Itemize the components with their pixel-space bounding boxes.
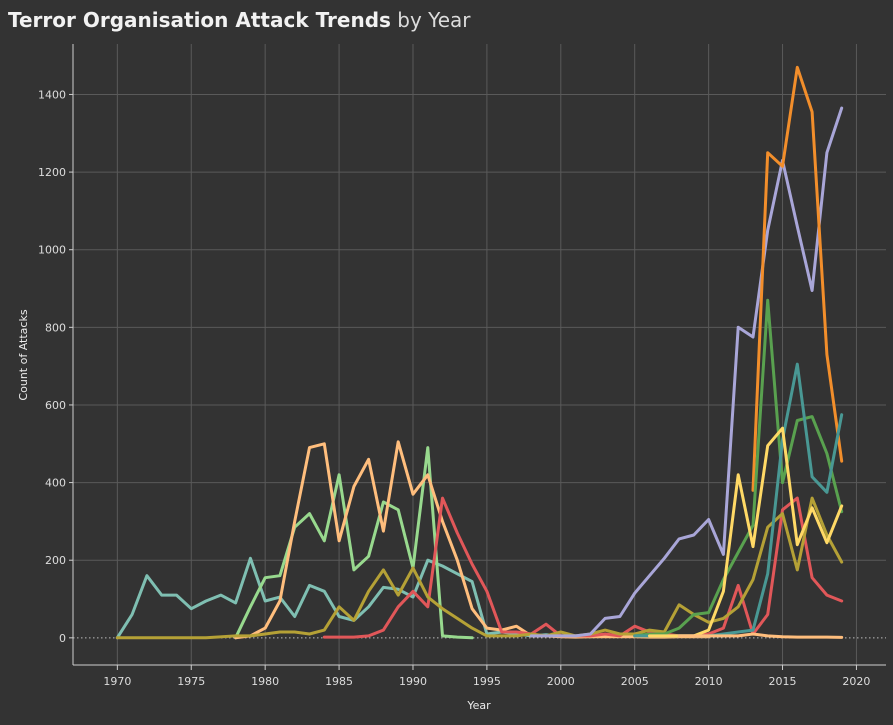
- x-axis-title: Year: [466, 699, 491, 712]
- y-tick-label: 800: [45, 321, 66, 334]
- title-main: Terror Organisation Attack Trends: [8, 8, 391, 32]
- gridlines: [73, 44, 886, 665]
- x-tick-label: 1975: [177, 675, 205, 688]
- x-tick-label: 1990: [399, 675, 427, 688]
- series-line: [677, 632, 844, 639]
- chart-title: Terror Organisation Attack Trends by Yea…: [8, 8, 471, 32]
- series-line: [529, 106, 844, 638]
- x-tick-label: 1995: [473, 675, 501, 688]
- title-suffix: by Year: [390, 8, 471, 32]
- series-line: [234, 446, 474, 640]
- axes: [69, 44, 886, 670]
- y-tick-label: 400: [45, 477, 66, 490]
- series-line: [751, 65, 844, 492]
- y-tick-label: 1200: [38, 166, 66, 179]
- y-tick-label: 1400: [38, 88, 66, 101]
- series-line: [633, 298, 844, 638]
- tick-labels: 1970 1975 1980 1985 1990 1995 2000 2005 2010 2015…: [38, 88, 870, 688]
- y-tick-label: 1000: [38, 244, 66, 257]
- x-tick-label: 1970: [103, 675, 131, 688]
- y-axis-title: Count of Attacks: [17, 309, 30, 400]
- x-tick-label: 2020: [842, 675, 870, 688]
- y-tick-label: 600: [45, 399, 66, 412]
- series-line: [115, 496, 844, 640]
- y-tick-label: 0: [59, 632, 66, 645]
- x-tick-label: 2015: [769, 675, 797, 688]
- series-lines: [115, 65, 844, 640]
- y-tick-label: 200: [45, 554, 66, 567]
- series-line: [234, 440, 711, 640]
- x-tick-label: 2000: [547, 675, 575, 688]
- x-tick-label: 2005: [621, 675, 649, 688]
- x-tick-label: 2010: [695, 675, 723, 688]
- x-tick-label: 1985: [325, 675, 353, 688]
- x-tick-label: 1980: [251, 675, 279, 688]
